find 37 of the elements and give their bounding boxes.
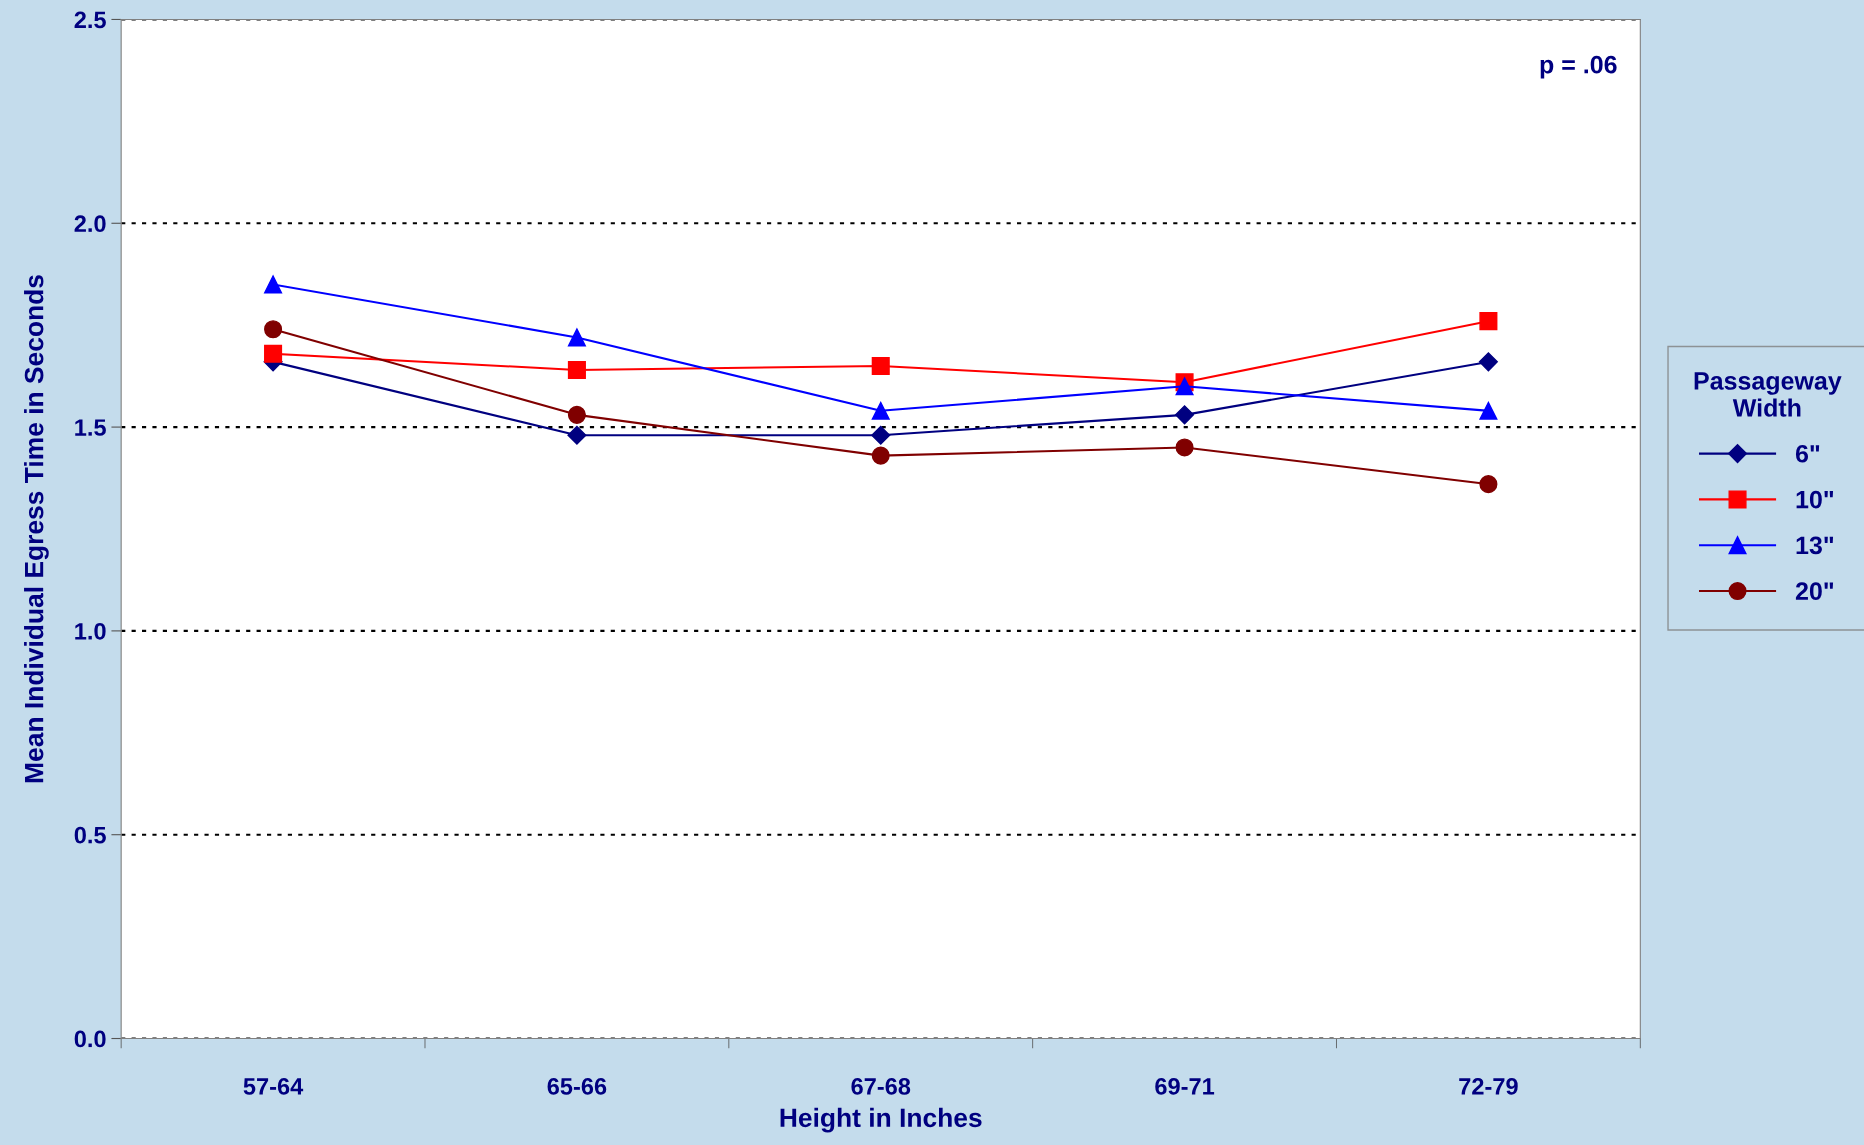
x-tick-label: 72-79 bbox=[1459, 1078, 1518, 1095]
point bbox=[567, 425, 587, 445]
y-axis-title: Mean Individual Egress Time in Seconds bbox=[24, 275, 49, 783]
y-tick-label: 2.5 bbox=[74, 11, 106, 29]
y-tick-label: 2.0 bbox=[74, 215, 106, 233]
annotation: p = .06 bbox=[1540, 55, 1617, 79]
point bbox=[1479, 475, 1498, 494]
x-tick-label: 65-66 bbox=[547, 1078, 607, 1095]
y-tick-label: 1.0 bbox=[75, 622, 106, 640]
legend-label: 6" bbox=[1795, 444, 1820, 463]
point bbox=[264, 344, 283, 363]
legend-label: 13" bbox=[1796, 536, 1834, 555]
x-tick-label: 57-64 bbox=[243, 1078, 304, 1095]
point bbox=[871, 425, 891, 445]
point bbox=[264, 320, 283, 339]
legend-label: 20" bbox=[1795, 582, 1834, 601]
x-axis-title: Height in Inches bbox=[780, 1107, 982, 1133]
legend-title: Passageway Width bbox=[1694, 372, 1842, 417]
legend-label: 10" bbox=[1796, 490, 1834, 509]
point bbox=[1478, 352, 1498, 372]
x-tick-label: 69-71 bbox=[1155, 1078, 1215, 1095]
point bbox=[1479, 312, 1498, 331]
point bbox=[1479, 401, 1498, 420]
y-tick-label: 0.0 bbox=[74, 1030, 106, 1048]
point bbox=[871, 356, 890, 375]
point bbox=[1175, 377, 1194, 396]
point bbox=[567, 405, 586, 424]
point bbox=[567, 328, 586, 347]
x-tick-label: 67-68 bbox=[851, 1078, 911, 1095]
point bbox=[871, 401, 890, 420]
point bbox=[1175, 405, 1195, 425]
y-tick-label: 0.5 bbox=[74, 826, 106, 844]
point bbox=[1175, 438, 1194, 457]
point bbox=[567, 360, 586, 380]
y-tick-label: 1.5 bbox=[75, 419, 106, 436]
point bbox=[264, 275, 283, 294]
point bbox=[871, 446, 890, 465]
